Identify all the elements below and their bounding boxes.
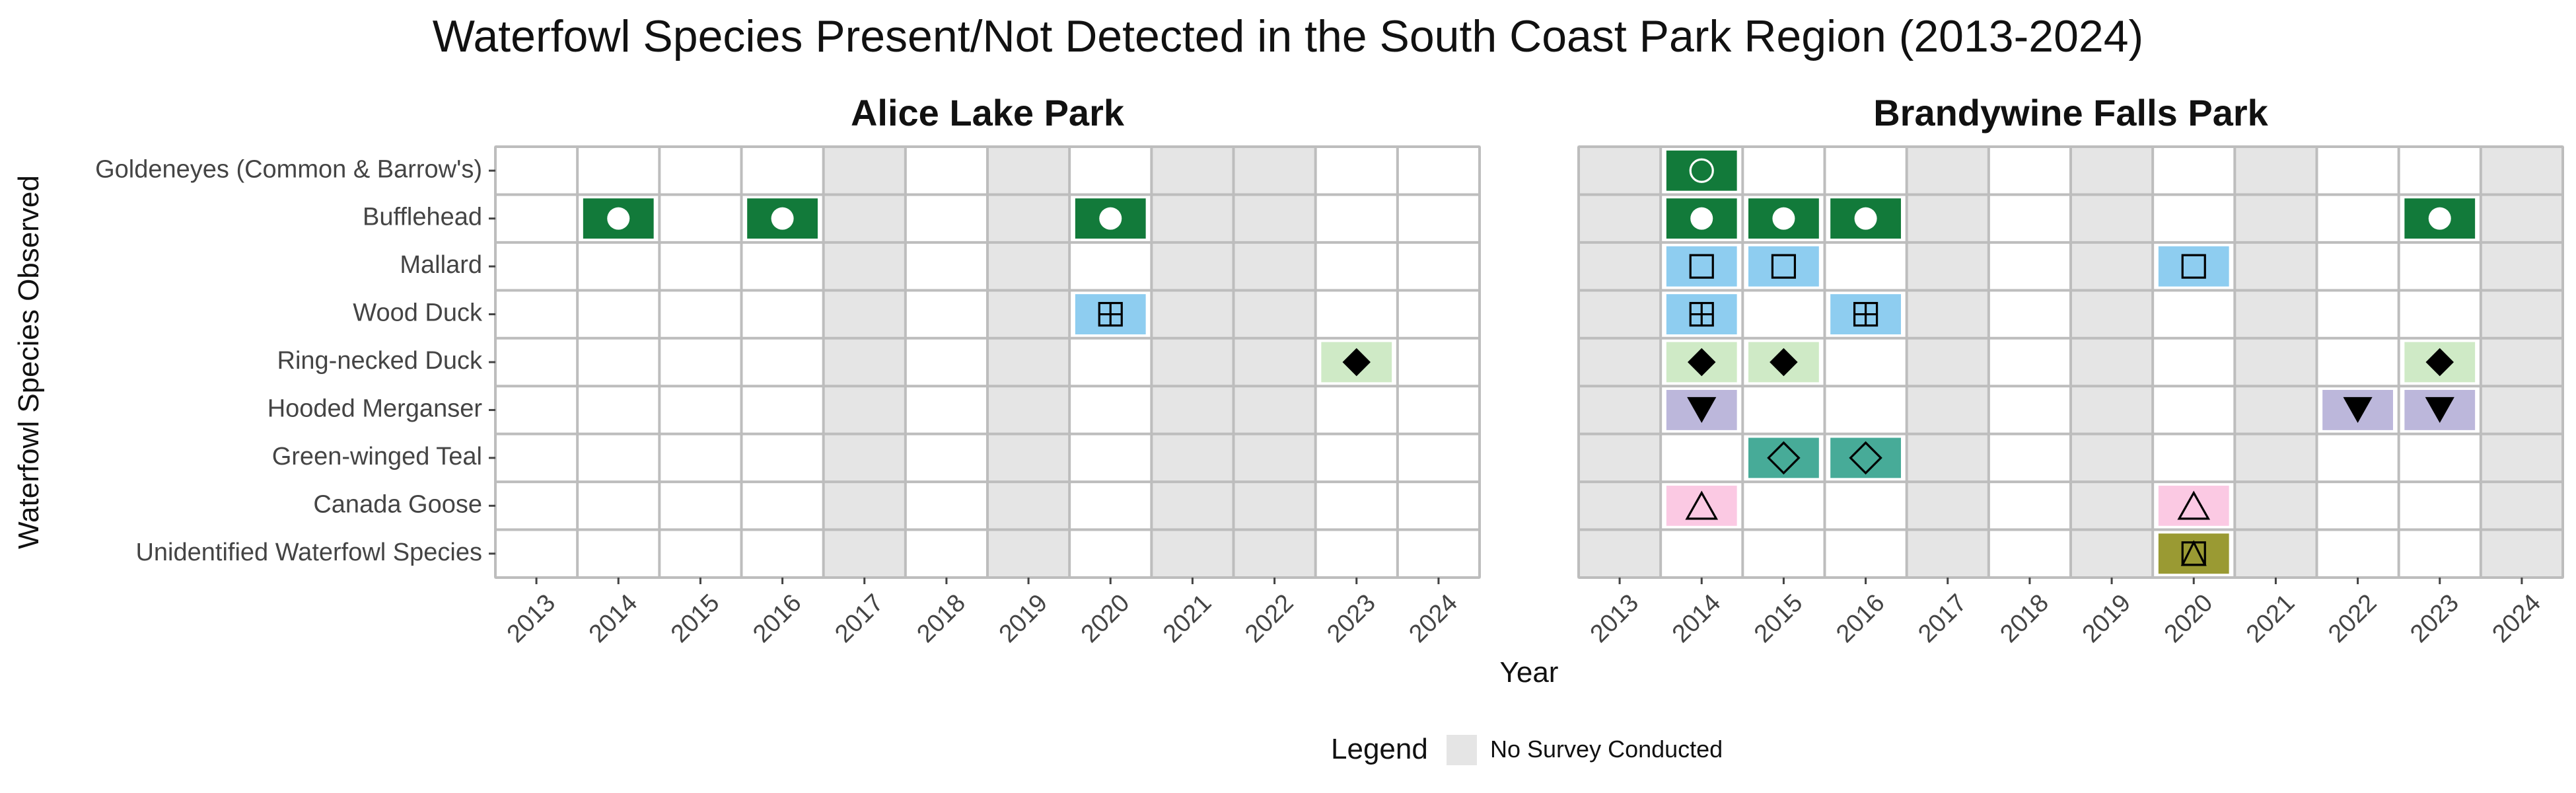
panel-title-alice-lake-park: Alice Lake Park xyxy=(851,92,1125,133)
detection-brandywine-falls-park-unidentified-waterfowl-species-2020 xyxy=(2158,533,2229,574)
detection-brandywine-falls-park-mallard-2015-symbol xyxy=(1771,254,1797,279)
panel-alice-lake-park: Alice Lake Park 2013 2014 2015 2016 2017 2018 2… xyxy=(494,92,1481,648)
detection-brandywine-falls-park-bufflehead-2016-symbol xyxy=(1854,207,1877,230)
detection-brandywine-falls-park-green-winged-teal-2016 xyxy=(1830,437,1901,478)
legend-title: Legend xyxy=(1331,733,1428,765)
detection-brandywine-falls-park-mallard-2020 xyxy=(2158,246,2229,287)
y-tick-mallard: Mallard xyxy=(400,251,482,279)
detection-brandywine-falls-park-green-winged-teal-2015-symbol xyxy=(1767,441,1801,475)
x-tick-brandywine-falls-park-2020: 2020 xyxy=(2159,589,2218,648)
detection-alice-lake-park-bufflehead-2016-symbol xyxy=(771,207,794,230)
x-tick-alice-lake-park-2016: 2016 xyxy=(748,589,806,648)
y-tick-canada-goose: Canada Goose xyxy=(313,490,482,518)
x-tick-brandywine-falls-park-2021: 2021 xyxy=(2241,589,2300,648)
x-tick-brandywine-falls-park-2024: 2024 xyxy=(2487,589,2546,648)
no-survey-column-alice-lake-park-2019 xyxy=(987,147,1070,578)
detection-brandywine-falls-park-wood-duck-2016-symbol xyxy=(1853,301,1878,327)
x-tick-brandywine-falls-park-2014: 2014 xyxy=(1667,589,1726,648)
x-tick-brandywine-falls-park-2023: 2023 xyxy=(2405,589,2464,648)
legend: Legend No Survey Conducted xyxy=(1331,733,1723,765)
legend-no-survey-label: No Survey Conducted xyxy=(1490,736,1723,763)
detection-brandywine-falls-park-goldeneyes-common-barrow-s-2014 xyxy=(1666,150,1737,191)
chart-title: Waterfowl Species Present/Not Detected i… xyxy=(433,11,2143,61)
y-tick-ring-necked-duck: Ring-necked Duck xyxy=(277,347,483,375)
x-tick-brandywine-falls-park-2017: 2017 xyxy=(1913,589,1972,648)
detection-brandywine-falls-park-unidentified-waterfowl-species-2020-symbol xyxy=(2180,540,2207,566)
detection-brandywine-falls-park-hooded-merganser-2023-symbol xyxy=(2425,397,2454,423)
detection-brandywine-falls-park-bufflehead-2014-symbol xyxy=(1690,207,1713,230)
x-tick-alice-lake-park-2018: 2018 xyxy=(912,589,970,648)
x-tick-brandywine-falls-park-2019: 2019 xyxy=(2077,589,2136,648)
detection-brandywine-falls-park-mallard-2014-symbol xyxy=(1689,254,1714,279)
panel-brandywine-falls-park: Brandywine Falls Park 2013 2014 2015 2016 201… xyxy=(1577,92,2564,648)
detection-brandywine-falls-park-green-winged-teal-2016-symbol xyxy=(1849,441,1882,475)
y-tick-wood-duck: Wood Duck xyxy=(353,299,483,327)
detection-brandywine-falls-park-ring-necked-duck-2014-symbol xyxy=(1688,348,1716,377)
detection-alice-lake-park-wood-duck-2020-symbol xyxy=(1098,301,1123,327)
x-tick-brandywine-falls-park-2013: 2013 xyxy=(1585,589,1644,648)
y-tick-unidentified-waterfowl-species: Unidentified Waterfowl Species xyxy=(135,539,482,566)
x-tick-alice-lake-park-2015: 2015 xyxy=(666,589,725,648)
detection-brandywine-falls-park-hooded-merganser-2022-symbol xyxy=(2343,397,2373,423)
detection-alice-lake-park-ring-necked-duck-2023-symbol xyxy=(1342,348,1371,377)
no-survey-column-alice-lake-park-2017 xyxy=(823,147,906,578)
detection-brandywine-falls-park-canada-goose-2014-symbol xyxy=(1685,490,1719,520)
panel-title-brandywine-falls-park: Brandywine Falls Park xyxy=(1873,92,2268,133)
no-survey-column-brandywine-falls-park-2017 xyxy=(1906,147,1989,578)
x-tick-alice-lake-park-2024: 2024 xyxy=(1404,589,1462,648)
x-tick-brandywine-falls-park-2018: 2018 xyxy=(1995,589,2054,648)
legend-no-survey-swatch xyxy=(1447,735,1477,765)
no-survey-column-brandywine-falls-park-2021 xyxy=(2235,147,2317,578)
detection-brandywine-falls-park-mallard-2015 xyxy=(1748,246,1819,287)
no-survey-column-brandywine-falls-park-2013 xyxy=(1579,147,1661,578)
detection-brandywine-falls-park-bufflehead-2023-symbol xyxy=(2428,207,2451,230)
x-tick-alice-lake-park-2023: 2023 xyxy=(1322,589,1380,648)
x-tick-brandywine-falls-park-2015: 2015 xyxy=(1749,589,1808,648)
x-tick-alice-lake-park-2020: 2020 xyxy=(1076,589,1135,648)
detection-alice-lake-park-bufflehead-2020-symbol xyxy=(1099,207,1122,230)
no-survey-column-brandywine-falls-park-2024 xyxy=(2480,147,2563,578)
x-tick-alice-lake-park-2017: 2017 xyxy=(830,589,888,648)
y-tick-goldeneyes-common-barrow-s: Goldeneyes (Common & Barrow's) xyxy=(95,155,482,183)
detection-brandywine-falls-park-green-winged-teal-2015 xyxy=(1748,437,1819,478)
y-tick-bufflehead: Bufflehead xyxy=(363,204,482,231)
detection-brandywine-falls-park-mallard-2020-symbol xyxy=(2181,254,2206,279)
y-axis-title: Waterfowl Species Observed xyxy=(13,175,45,549)
detection-brandywine-falls-park-canada-goose-2020-symbol xyxy=(2177,490,2211,520)
no-survey-column-brandywine-falls-park-2019 xyxy=(2071,147,2153,578)
no-survey-column-alice-lake-park-2022 xyxy=(1233,147,1316,578)
y-tick-hooded-merganser: Hooded Merganser xyxy=(268,395,483,422)
x-axis-title: Year xyxy=(1500,656,1559,689)
x-tick-alice-lake-park-2022: 2022 xyxy=(1240,589,1299,648)
detection-brandywine-falls-park-hooded-merganser-2014-symbol xyxy=(1687,397,1717,423)
detection-brandywine-falls-park-ring-necked-duck-2015-symbol xyxy=(1770,348,1798,377)
no-survey-column-alice-lake-park-2021 xyxy=(1151,147,1234,578)
y-tick-green-winged-teal: Green-winged Teal xyxy=(272,443,482,471)
x-tick-brandywine-falls-park-2022: 2022 xyxy=(2323,589,2382,648)
detection-brandywine-falls-park-ring-necked-duck-2023-symbol xyxy=(2425,348,2454,377)
x-tick-alice-lake-park-2013: 2013 xyxy=(502,589,561,648)
panels: Alice Lake Park 2013 2014 2015 2016 2017 2018 2… xyxy=(95,92,2564,648)
detection-alice-lake-park-bufflehead-2014-symbol xyxy=(607,207,630,230)
x-tick-alice-lake-park-2014: 2014 xyxy=(584,589,643,648)
x-tick-brandywine-falls-park-2016: 2016 xyxy=(1831,589,1890,648)
x-tick-alice-lake-park-2021: 2021 xyxy=(1158,589,1217,648)
x-tick-alice-lake-park-2019: 2019 xyxy=(994,589,1053,648)
detection-brandywine-falls-park-goldeneyes-common-barrow-s-2014-symbol xyxy=(1689,158,1714,183)
panel-border-brandywine-falls-park xyxy=(1577,145,2564,579)
detection-brandywine-falls-park-wood-duck-2014-symbol xyxy=(1689,301,1714,327)
detection-brandywine-falls-park-bufflehead-2015-symbol xyxy=(1772,207,1795,230)
detection-brandywine-falls-park-mallard-2014 xyxy=(1666,246,1737,287)
